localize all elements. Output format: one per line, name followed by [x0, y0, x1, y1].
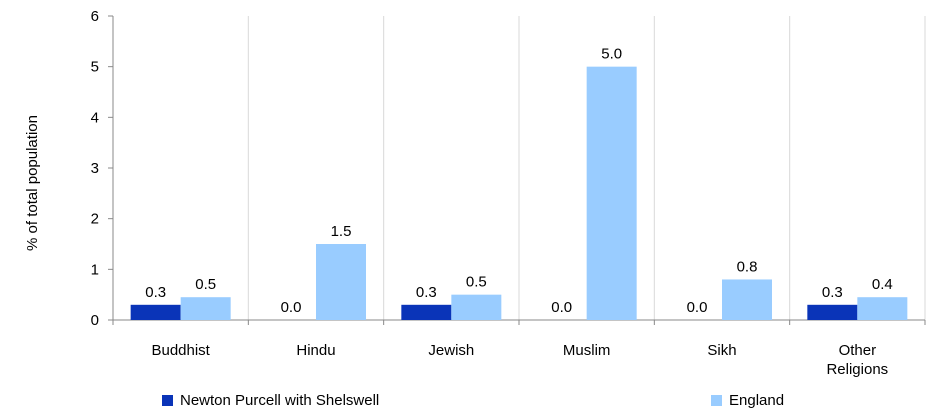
bar-2: [316, 244, 366, 320]
bar-1: [807, 304, 858, 320]
category-labels: Buddhist Hindu Jewish Muslim Sikh Other Religi…: [151, 342, 888, 378]
data-label: 0.0: [551, 299, 572, 316]
data-label: 1.5: [331, 223, 352, 240]
bars: [130, 66, 908, 321]
y-tick-label: 4: [91, 109, 99, 126]
data-label: 5.0: [601, 46, 622, 63]
bar-2: [722, 279, 772, 320]
y-tick-label: 5: [91, 59, 99, 76]
y-tick-label: 2: [91, 211, 99, 228]
y-tick-label: 3: [91, 160, 99, 177]
legend-swatch-series-1: [162, 395, 173, 406]
data-label: 0.0: [281, 299, 302, 316]
category-label: Hindu: [296, 342, 335, 359]
data-label: 0.3: [416, 284, 437, 301]
data-labels: 0.3 0.5 0.0 1.5 0.3 0.5 0.0 5.0 0.0 0.8 0.3 0.4: [145, 46, 893, 316]
bar-chart: % of total population 0 1 2 3 4 5 6 0.3 0.5 0.0 1…: [24, 8, 926, 378]
data-label: 0.5: [195, 276, 216, 293]
category-label: Jewish: [428, 342, 474, 359]
y-tick-label: 0: [91, 312, 99, 329]
data-label: 0.3: [822, 284, 843, 301]
data-label: 0.5: [466, 274, 487, 291]
y-axis-label: % of total population: [24, 115, 41, 251]
legend: Newton Purcell with Shelswell England: [0, 392, 926, 412]
category-label: Buddhist: [151, 342, 210, 359]
category-label: Muslim: [563, 342, 611, 359]
data-label: 0.3: [145, 284, 166, 301]
bar-2: [180, 297, 231, 320]
y-axis-ticks: 0 1 2 3 4 5 6: [91, 8, 113, 329]
bar-2: [586, 66, 637, 321]
y-tick-label: 1: [91, 261, 99, 278]
data-label: 0.8: [737, 258, 758, 275]
bar-1: [401, 304, 452, 320]
legend-label-series-2: England: [729, 392, 785, 409]
category-label: Other Religions: [826, 342, 888, 378]
bar-1: [130, 304, 181, 320]
bar-2: [451, 294, 502, 320]
category-label: Sikh: [707, 342, 736, 359]
category-gridlines: [247, 16, 926, 320]
legend-item-series-1: Newton Purcell with Shelswell: [162, 392, 379, 409]
y-tick-label: 6: [91, 8, 99, 25]
legend-item-series-2: England: [711, 392, 784, 409]
bar-2: [857, 297, 908, 320]
legend-swatch-series-2: [711, 395, 722, 406]
legend-label-series-1: Newton Purcell with Shelswell: [180, 392, 380, 409]
data-label: 0.4: [872, 276, 893, 293]
data-label: 0.0: [687, 299, 708, 316]
